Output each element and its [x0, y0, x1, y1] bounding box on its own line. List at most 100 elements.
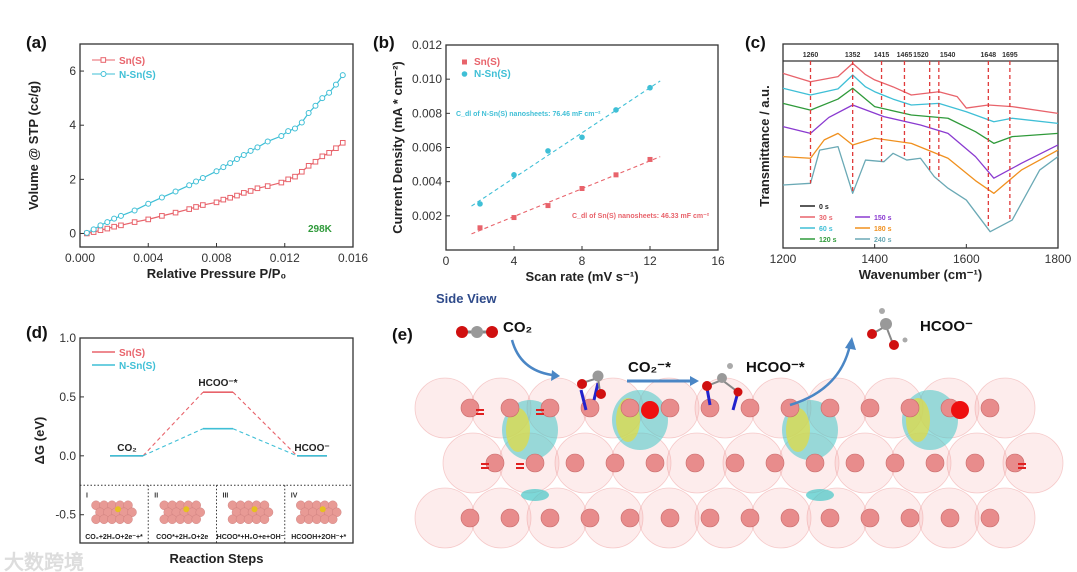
sn-atom: [565, 453, 585, 473]
data-point: [647, 84, 653, 91]
data-point: [97, 227, 104, 234]
data-point: [326, 89, 333, 96]
bond-marker: [516, 463, 524, 465]
atom-sphere: [304, 514, 314, 524]
data-point: [254, 185, 261, 192]
atom-sphere: [99, 514, 109, 524]
y-tick-label: 0: [69, 226, 76, 240]
x-axis-label: Reaction Steps: [170, 551, 264, 566]
sn-atom: [860, 508, 880, 528]
reference-line-label: 1352: [845, 52, 861, 59]
sn-atom: [925, 453, 945, 473]
data-point: [186, 182, 193, 189]
step-label: CO₂: [117, 443, 136, 454]
sn-atom: [685, 453, 705, 473]
legend-label: 240 s: [874, 237, 892, 244]
x-tick-label: 4: [511, 254, 518, 268]
electron-density-shell: [974, 487, 1036, 549]
y-tick-label: 0.012: [412, 38, 442, 52]
step-equation: HCOOH+2OH⁻+*: [291, 534, 346, 541]
data-point: [305, 110, 312, 117]
data-point: [186, 206, 192, 212]
sn-atom: [525, 453, 545, 473]
y-tick-label: 0.002: [412, 209, 442, 223]
y-axis-label: Current Density (mA * cm⁻²): [390, 61, 405, 234]
temperature-annotation: 298K: [308, 224, 333, 235]
y-tick-label: 0.010: [412, 72, 442, 86]
data-point: [339, 139, 346, 146]
sn-atom: [885, 453, 905, 473]
legend-label: 180 s: [874, 226, 892, 233]
panel-label-d: (d): [26, 323, 48, 342]
step-numeral: II: [154, 492, 158, 499]
adsorbed-co2-icon: [577, 370, 606, 411]
data-point: [227, 194, 233, 201]
x-tick-label: 8: [579, 254, 586, 268]
x-tick-label: 16: [711, 254, 725, 268]
fit-line: [471, 156, 661, 235]
x-tick-label: 1800: [1045, 252, 1072, 266]
sn-atom: [765, 453, 785, 473]
data-point: [233, 156, 240, 163]
hcoo-molecule-icon: [867, 308, 908, 350]
data-point: [291, 125, 298, 132]
legend-label: Sn(S): [119, 56, 145, 67]
panel-label-b: (b): [373, 33, 395, 52]
x-tick-label: 0: [443, 254, 450, 268]
legend-marker: [461, 71, 468, 77]
bond-marker: [536, 413, 544, 415]
data-point: [332, 81, 339, 88]
sulfur-atom: [183, 506, 190, 513]
atom-sphere: [159, 514, 169, 524]
legend-label: 120 s: [819, 237, 837, 244]
sn-atom: [660, 398, 680, 418]
adsorption-arrow-icon: [510, 339, 553, 377]
legend-label: Sn(S): [119, 348, 145, 359]
data-point: [319, 95, 326, 102]
charge-accumulation-region: [786, 408, 810, 452]
y-tick-label: 2: [69, 172, 76, 186]
data-point: [511, 172, 517, 178]
data-point: [511, 215, 517, 221]
data-point: [159, 213, 165, 219]
data-point: [90, 226, 97, 233]
co2-adsorbed-label: CO₂⁻*: [628, 359, 671, 376]
reference-line-label: 1415: [874, 52, 890, 59]
data-point: [264, 183, 271, 189]
atom-sphere: [259, 514, 270, 524]
atom-sphere: [328, 514, 338, 524]
x-tick-label: 0.000: [65, 251, 95, 265]
sn-atom: [620, 398, 640, 418]
reference-line-label: 1540: [940, 52, 956, 59]
legend-label: N-Sn(S): [119, 361, 156, 372]
watermark: 大数跨境: [4, 550, 84, 572]
data-point: [312, 158, 319, 165]
data-point: [111, 215, 118, 222]
energy-connector: [142, 391, 204, 457]
hcoo-adsorbed-label: HCOO⁻*: [746, 359, 805, 376]
atom-sphere: [328, 500, 338, 510]
charge-depletion-region: [521, 489, 549, 501]
data-point: [285, 176, 291, 183]
x-axis-label: Relative Pressure P/P₀: [147, 266, 287, 281]
data-point: [104, 219, 111, 226]
reference-line-label: 1465: [897, 52, 913, 59]
sn-atom: [540, 398, 560, 418]
fit-annotation: C_dl of Sn(S) nanosheets: 46.33 mF cm⁻²: [572, 213, 710, 220]
sulfur-vacancy-atom: [951, 401, 969, 419]
sn-atom: [900, 398, 920, 418]
panel-label-c: (c): [745, 33, 766, 52]
step-numeral: I: [86, 492, 88, 499]
atom-sphere: [167, 514, 177, 524]
side-view-label: Side View: [436, 291, 497, 306]
atom-sphere: [123, 514, 133, 524]
reference-line-label: 1648: [981, 52, 997, 59]
legend-label: 30 s: [819, 215, 833, 222]
y-axis-label: Transmittance / a.u.: [757, 85, 772, 206]
data-point: [264, 138, 271, 145]
sn-atom: [725, 453, 745, 473]
step-label: HCOO⁻*: [198, 378, 237, 389]
y-tick-label: 0.006: [412, 141, 442, 155]
sn-atom: [780, 508, 800, 528]
sn-atom: [940, 508, 960, 528]
